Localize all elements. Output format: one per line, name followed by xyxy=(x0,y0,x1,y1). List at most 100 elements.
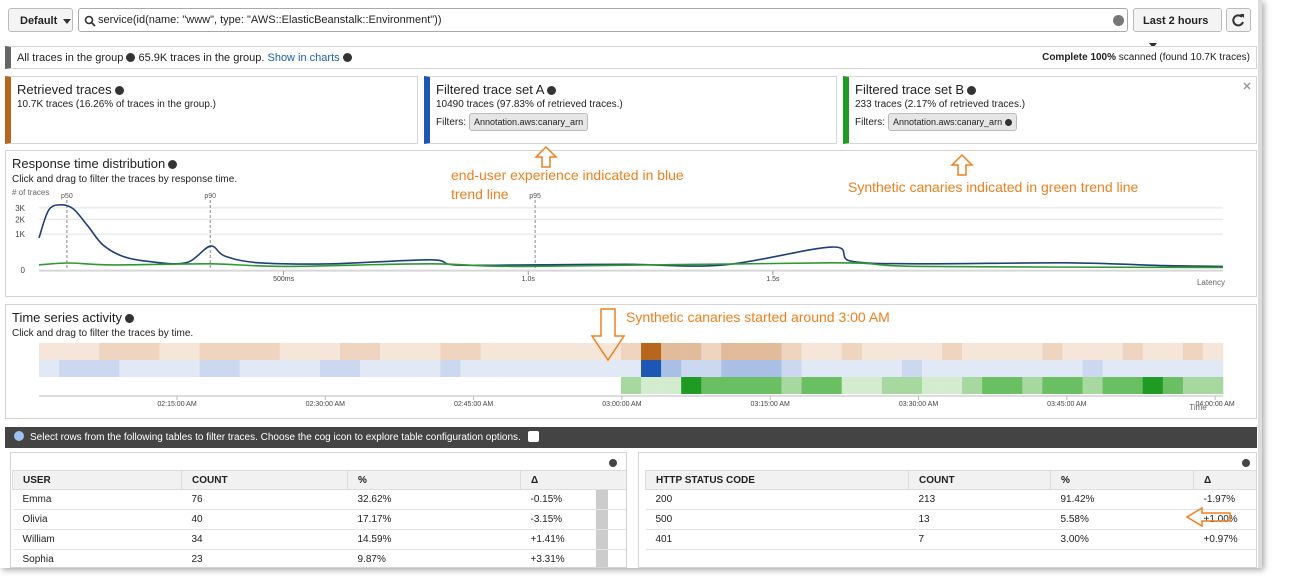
activity-cell xyxy=(540,343,562,360)
activity-cell xyxy=(1062,360,1083,377)
filter-chip[interactable]: Annotation.aws:canary_arn xyxy=(888,113,1018,131)
activity-cell xyxy=(1082,360,1103,377)
table-row[interactable]: Sophia 23 9.87% +3.31% xyxy=(12,549,626,567)
help-icon[interactable] xyxy=(1113,15,1124,26)
table-cell: Emma xyxy=(12,489,182,510)
table-row[interactable]: Emma 76 32.62% -0.15% xyxy=(12,489,626,510)
cog-button[interactable] xyxy=(527,431,539,442)
activity-cell xyxy=(861,360,883,377)
table-cell: 3.00% xyxy=(1050,529,1194,550)
refresh-button[interactable] xyxy=(1226,8,1251,32)
panel-description: 233 traces (2.17% of retrieved traces.) xyxy=(855,99,1026,110)
activity-cell xyxy=(319,360,341,377)
activity-cell xyxy=(119,343,140,360)
activity-cell xyxy=(681,360,702,377)
section-title-text: Response time distribution xyxy=(12,156,166,171)
time-tick-label: 02:15:00 AM xyxy=(157,401,196,408)
activity-cell xyxy=(520,343,541,360)
status-table-box: HTTP STATUS CODE COUNT% Δ 200 213 91.42% -1.97… xyxy=(638,452,1257,568)
group-dropdown[interactable]: Default xyxy=(8,8,73,32)
status-label: Complete xyxy=(1042,52,1088,63)
table-cell: 23 xyxy=(181,549,348,567)
column-header[interactable]: % xyxy=(347,470,521,490)
activity-cell xyxy=(661,377,682,394)
table-cell: 17.17% xyxy=(347,509,521,530)
table-row[interactable]: William 34 14.59% +1.41% xyxy=(12,529,626,550)
table-row[interactable]: Olivia 40 17.17% -3.15% xyxy=(12,509,626,530)
activity-cell xyxy=(1042,377,1063,394)
set-a-panel[interactable]: Filtered trace set A 10490 traces (97.83… xyxy=(424,76,837,144)
user-table: USER COUNT% Δ Emma 76 32.62% -0.15% Olivia 40 17.… xyxy=(12,470,626,567)
query-input[interactable]: service(id(name: "www", type: "AWS::Elas… xyxy=(78,8,1128,32)
column-header[interactable]: Δ xyxy=(520,470,626,490)
activity-cell xyxy=(199,343,220,360)
activity-cell xyxy=(1042,343,1063,360)
panel-title: Filtered trace set A xyxy=(436,82,557,97)
activity-cell xyxy=(340,360,361,377)
activity-cell xyxy=(1082,343,1103,360)
activity-cell xyxy=(420,343,441,360)
panel-title-text: Filtered trace set B xyxy=(855,82,965,97)
activity-cell xyxy=(179,360,200,377)
activity-cell xyxy=(801,343,822,360)
close-icon[interactable] xyxy=(1243,82,1251,90)
activity-cell xyxy=(901,343,923,360)
activity-cell xyxy=(620,377,642,394)
activity-cell xyxy=(600,343,622,360)
table-row[interactable]: 500 13 5.58% +1.00% xyxy=(645,509,1256,530)
activity-cell xyxy=(620,343,642,360)
activity-cell xyxy=(1102,343,1123,360)
show-in-charts-link[interactable]: Show in charts xyxy=(267,52,340,64)
activity-cell xyxy=(460,360,481,377)
time-tick-label: 03:30:00 AM xyxy=(899,401,938,408)
activity-cell xyxy=(139,360,160,377)
activity-cell xyxy=(982,377,1003,394)
activity-cell xyxy=(1122,377,1144,394)
activity-cell xyxy=(821,360,843,377)
activity-cell xyxy=(801,377,822,394)
table-cell: 91.42% xyxy=(1050,489,1194,510)
table-cog[interactable] xyxy=(1242,459,1250,467)
summary-status: Complete 100% scanned (found 10.7K trace… xyxy=(1042,52,1250,63)
activity-cell xyxy=(741,377,762,394)
column-header[interactable]: % xyxy=(1050,470,1194,490)
activity-cell xyxy=(400,343,421,360)
activity-cell xyxy=(962,360,983,377)
table-row[interactable]: 200 213 91.42% -1.97% xyxy=(645,489,1256,510)
group-name: Default xyxy=(20,15,58,27)
retrieved-panel[interactable]: Retrieved traces 10.7K traces (16.26% of… xyxy=(5,76,418,144)
response-section: # of traces 0 1K 2K 3K 500ms 1.0s 1.5s Latency p5… xyxy=(5,150,1257,297)
trend-line xyxy=(38,262,1224,269)
column-header[interactable]: COUNT xyxy=(181,470,348,490)
response-chart: # of traces 0 1K 2K 3K 500ms 1.0s 1.5s Latency p5… xyxy=(12,188,1225,287)
activity-cell xyxy=(319,343,341,360)
activity-cell xyxy=(721,360,742,377)
table-row[interactable]: 401 7 3.00% +0.97% xyxy=(645,529,1256,550)
activity-cell xyxy=(841,377,863,394)
activity-cell xyxy=(881,360,903,377)
filter-chip[interactable]: Annotation.aws:canary_arn xyxy=(469,113,589,131)
time-range-dropdown[interactable]: Last 2 hours xyxy=(1133,8,1222,48)
column-header[interactable]: HTTP STATUS CODE xyxy=(645,470,909,490)
header-row: USER COUNT% Δ xyxy=(12,470,626,490)
activity-cell xyxy=(440,343,461,360)
x-tick-label: 1.5s xyxy=(766,276,780,283)
set-b-panel[interactable]: Filtered trace set B 233 traces (2.17% o… xyxy=(843,76,1257,144)
annotation-text: end-user experience indicated in blue xyxy=(451,167,684,183)
activity-cell xyxy=(219,360,240,377)
column-header[interactable]: Δ xyxy=(1193,470,1256,490)
status-table: HTTP STATUS CODE COUNT% Δ 200 213 91.42% -1.97… xyxy=(645,470,1256,550)
table-cog[interactable] xyxy=(609,459,617,467)
activity-cell xyxy=(1162,377,1184,394)
activity-cell xyxy=(1022,377,1043,394)
column-header[interactable]: COUNT xyxy=(908,470,1051,490)
table-cell: 76 xyxy=(181,489,348,510)
activity-cell xyxy=(520,360,541,377)
time-tick-label: 03:00:00 AM xyxy=(602,401,641,408)
time-tick-label: 03:45:00 AM xyxy=(1047,401,1086,408)
column-header[interactable]: USER xyxy=(12,470,182,490)
refresh-icon xyxy=(1232,14,1244,27)
info-text: Select rows from the following tables to… xyxy=(30,432,521,443)
activity-cell xyxy=(761,343,782,360)
activity-cell xyxy=(299,343,321,360)
